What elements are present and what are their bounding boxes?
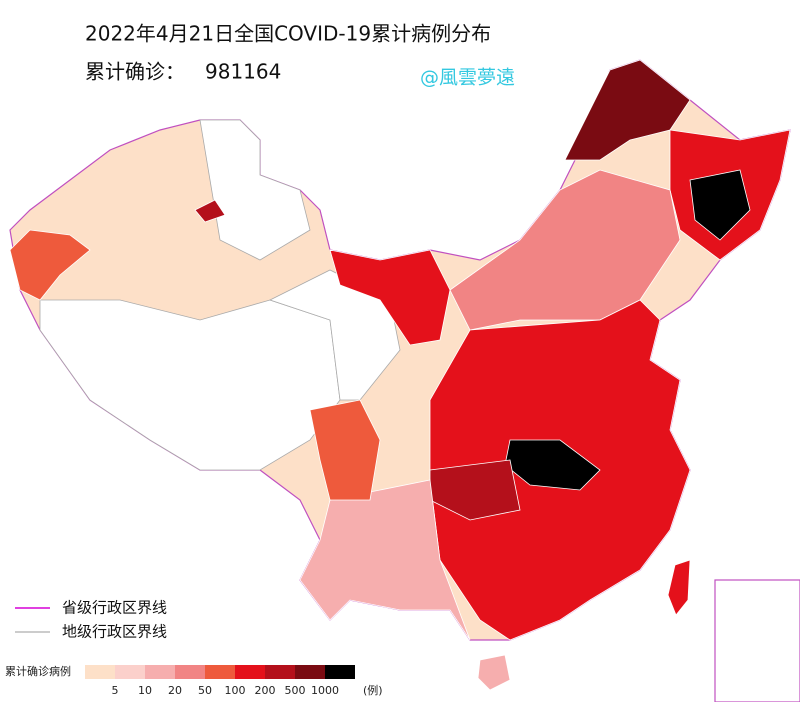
- region-southwest: [299, 479, 471, 641]
- total-value: 981164: [205, 60, 281, 84]
- scale-swatch: [115, 665, 145, 679]
- region-north: [449, 169, 681, 331]
- scale-break: 50: [198, 684, 212, 697]
- total-label: 累计确诊：: [85, 60, 185, 84]
- region-jilin: [689, 169, 751, 241]
- region-west-tip: [9, 229, 91, 301]
- scale-break: 20: [168, 684, 182, 697]
- scale-break: 500: [285, 684, 306, 697]
- region-taiwan: [667, 559, 691, 616]
- region-sichuan: [309, 399, 381, 501]
- title: 2022年4月21日全国COVID-19累计病例分布: [85, 22, 491, 46]
- scale-break: 100: [225, 684, 246, 697]
- scale-break: 1000: [311, 684, 339, 697]
- region-heilongjiang: [564, 59, 691, 161]
- region-inner-mongolia: [329, 249, 451, 346]
- watermark: @風雲夢遠: [420, 67, 515, 89]
- south-sea-inset: [714, 579, 800, 703]
- region-hainan: [477, 654, 511, 691]
- region-tibet: [39, 299, 341, 471]
- scale-break: 10: [138, 684, 152, 697]
- scale-swatch: [235, 665, 265, 679]
- scale-swatch: [205, 665, 235, 679]
- map: [9, 59, 800, 703]
- scale-label: 累计确诊病例: [5, 664, 71, 678]
- scale-swatch: [325, 665, 355, 679]
- scale-swatch: [145, 665, 175, 679]
- scale-break: 5: [112, 684, 119, 697]
- scale-swatch: [295, 665, 325, 679]
- scale-swatch: [175, 665, 205, 679]
- scale-unit: (例): [363, 683, 383, 697]
- scale-break: 200: [255, 684, 276, 697]
- scale-swatch: [265, 665, 295, 679]
- region-urumqi: [194, 199, 226, 223]
- boundary-label: 地级行政区界线: [62, 623, 167, 641]
- boundary-label: 省级行政区界线: [62, 599, 167, 617]
- scale-swatch: [85, 665, 115, 679]
